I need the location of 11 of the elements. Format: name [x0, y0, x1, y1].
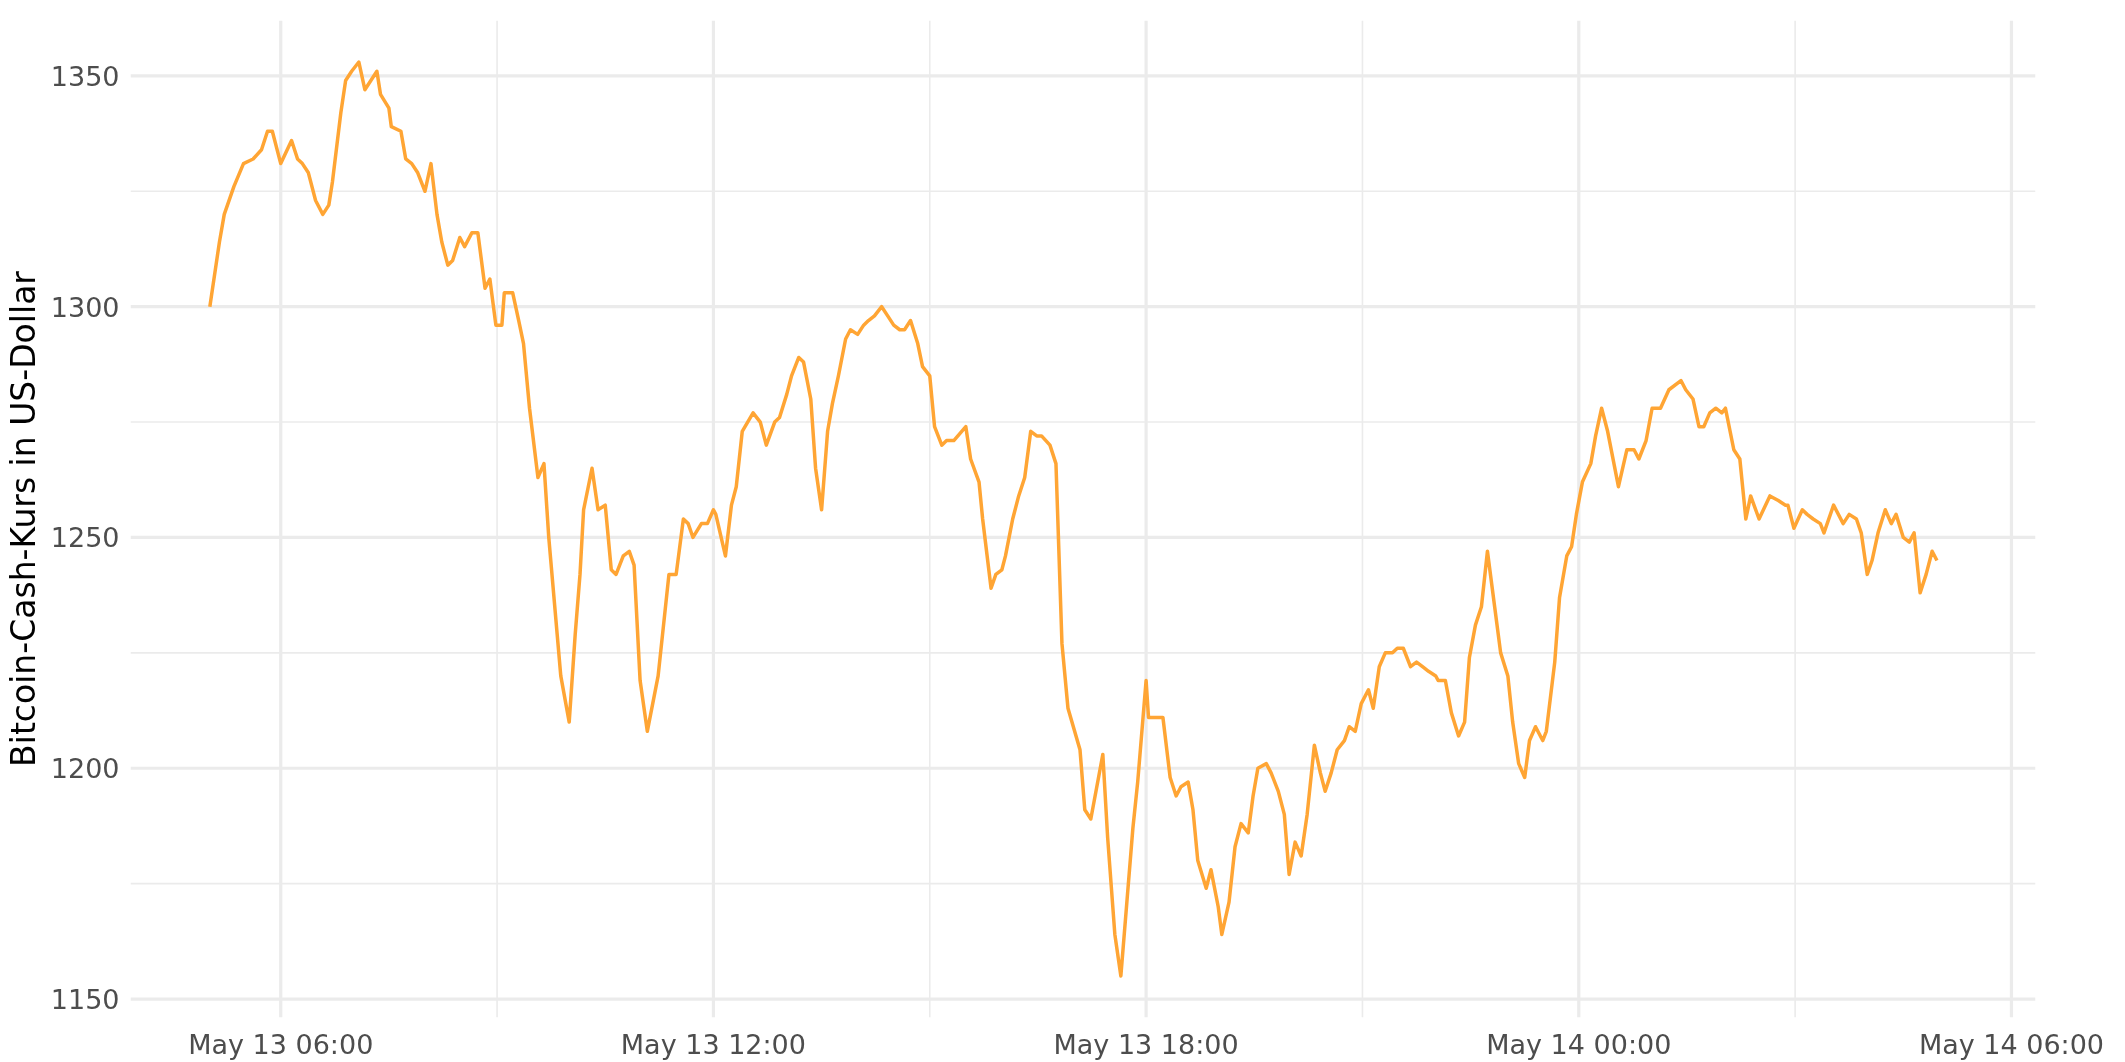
x-tick-label: May 13 12:00: [620, 1028, 806, 1060]
y-axis-title: Bitcoin-Cash-Kurs in US-Dollar: [3, 270, 43, 767]
x-tick-label: May 13 06:00: [188, 1028, 374, 1060]
y-tick-label: 1250: [50, 522, 120, 554]
y-tick-label: 1150: [50, 984, 120, 1016]
y-tick-label: 1300: [50, 291, 120, 323]
x-tick-label: May 14 00:00: [1486, 1028, 1672, 1060]
y-tick-label: 1200: [50, 753, 120, 785]
x-tick-label: May 14 06:00: [1918, 1028, 2105, 1060]
y-tick-label: 1350: [50, 60, 120, 92]
x-tick-label: May 13 18:00: [1053, 1028, 1239, 1060]
